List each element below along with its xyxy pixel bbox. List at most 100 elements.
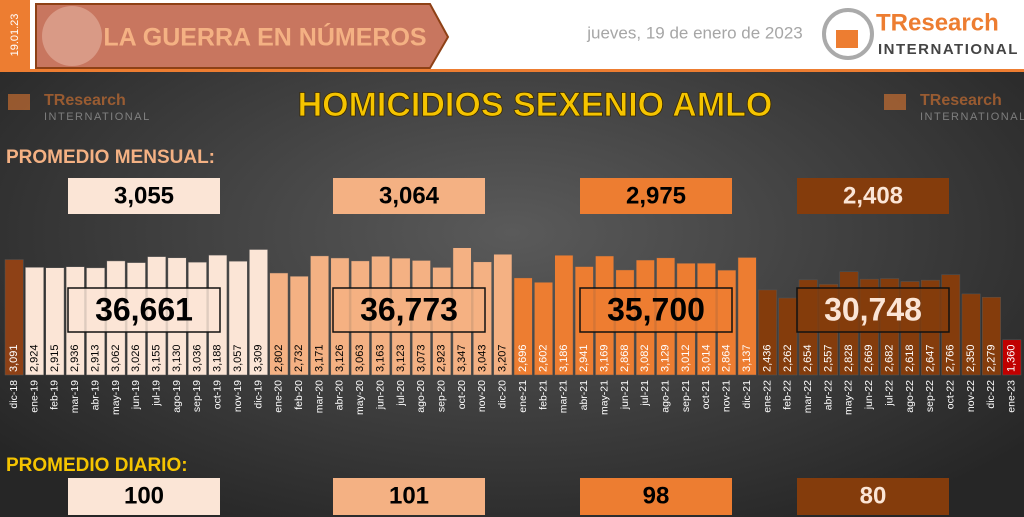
x-tick-label: mar-22 [802, 380, 814, 413]
value-label: 3,186 [558, 344, 570, 372]
value-label: 2,262 [782, 344, 794, 372]
bar [45, 267, 65, 376]
value-label: 3,082 [639, 344, 651, 372]
x-tick-label: mar-20 [313, 380, 325, 413]
value-label: 3,091 [8, 344, 20, 372]
daily-average: 100 [124, 482, 164, 509]
value-label: 2,279 [985, 344, 997, 372]
header-rule [0, 69, 1024, 72]
x-tick-label: ene-22 [761, 380, 773, 413]
value-label: 3,188 [212, 344, 224, 372]
x-tick-label: nov-21 [721, 380, 733, 412]
value-label: 2,941 [578, 344, 590, 372]
x-tick-label: dic-21 [741, 380, 753, 409]
value-label: 3,207 [497, 344, 509, 372]
daily-box [333, 478, 485, 515]
total-box [579, 287, 733, 333]
value-label: 3,347 [456, 344, 468, 372]
logo-text: TResearch [876, 9, 999, 36]
bar [778, 297, 798, 376]
banner [35, 3, 450, 69]
value-label: 2,682 [884, 344, 896, 372]
x-tick-label: ago-21 [659, 380, 671, 413]
x-tick-label: mar-21 [558, 380, 570, 413]
value-label: 2,915 [49, 344, 61, 372]
x-tick-label: dic-19 [252, 380, 264, 409]
value-label: 1,360 [1006, 344, 1018, 372]
value-label: 2,923 [436, 344, 448, 372]
value-label: 2,436 [761, 344, 773, 372]
daily-average: 80 [860, 482, 887, 509]
annual-total: 36,661 [95, 291, 193, 327]
monthly-box [333, 178, 485, 214]
watermark-sub: INTERNATIONAL [920, 111, 1024, 123]
bar [758, 289, 777, 376]
x-tick-label: jun-22 [863, 380, 875, 410]
logo-sub: INTERNATIONAL [878, 41, 1019, 58]
x-tick-label: may-19 [110, 380, 122, 415]
x-tick-label: ene-21 [517, 380, 529, 413]
watermark-left: TResearch INTERNATIONAL [8, 92, 151, 123]
value-label: 2,618 [904, 344, 916, 372]
x-tick-label: feb-19 [49, 380, 61, 410]
value-label: 2,350 [965, 344, 977, 372]
value-label: 3,062 [110, 344, 122, 372]
bar [228, 260, 248, 376]
value-label: 3,073 [415, 344, 427, 372]
x-tick-label: jun-20 [374, 380, 386, 410]
logo-mark [836, 30, 858, 48]
x-tick-label: abr-22 [822, 380, 834, 411]
bar [513, 277, 533, 376]
x-tick-label: dic-18 [8, 380, 20, 409]
monthly-average: 3,055 [114, 182, 174, 209]
value-label: 2,669 [863, 344, 875, 372]
value-label: 2,602 [537, 344, 549, 372]
x-tick-label: jul-19 [150, 380, 162, 407]
date-strip [0, 0, 30, 70]
monthly-average: 3,064 [379, 182, 440, 209]
bar [1002, 339, 1022, 376]
chart-title: HOMICIDIOS SEXENIO AMLO [298, 86, 773, 124]
value-label: 2,828 [843, 344, 855, 372]
x-tick-label: nov-22 [965, 380, 977, 412]
monthly-box [797, 178, 949, 214]
x-tick-label: nov-19 [232, 380, 244, 412]
x-tick-label: feb-22 [782, 380, 794, 410]
banner-text: LA GUERRA EN NÚMEROS [103, 22, 426, 52]
x-tick-label: nov-20 [476, 380, 488, 412]
monthly-average: 2,408 [843, 182, 903, 209]
value-label: 3,309 [252, 344, 264, 372]
x-tick-label: abr-20 [334, 380, 346, 411]
bar [554, 254, 574, 376]
value-label: 3,171 [313, 344, 325, 372]
value-label: 3,123 [395, 344, 407, 372]
total-box [796, 287, 950, 333]
x-tick-label: mar-19 [69, 380, 81, 413]
daily-average: 98 [643, 482, 670, 509]
value-label: 2,924 [28, 344, 40, 372]
value-label: 3,169 [599, 344, 611, 372]
daily-average: 101 [389, 482, 429, 509]
watermark-text: TResearch [920, 92, 1002, 109]
x-tick-label: may-20 [354, 380, 366, 415]
total-box [67, 287, 221, 333]
value-label: 2,732 [293, 344, 305, 372]
x-tick-label: jun-19 [130, 380, 142, 410]
annual-total: 35,700 [607, 291, 705, 327]
daily-box [797, 478, 949, 515]
bar [249, 249, 268, 376]
x-tick-label: ene-23 [1006, 380, 1018, 413]
x-tick-label: ago-22 [904, 380, 916, 413]
x-tick-label: dic-20 [497, 380, 509, 409]
x-tick-label: sep-21 [680, 380, 692, 412]
date-code: 19.01.23 [9, 14, 21, 57]
logo-ring [822, 8, 874, 60]
monthly-average: 2,975 [626, 182, 686, 209]
watermark-sub: INTERNATIONAL [44, 111, 151, 123]
bar [982, 296, 1001, 376]
value-label: 2,766 [945, 344, 957, 372]
bar [4, 259, 24, 376]
watermark-mark [8, 94, 30, 110]
monthly-label: PROMEDIO MENSUAL: [6, 147, 215, 168]
